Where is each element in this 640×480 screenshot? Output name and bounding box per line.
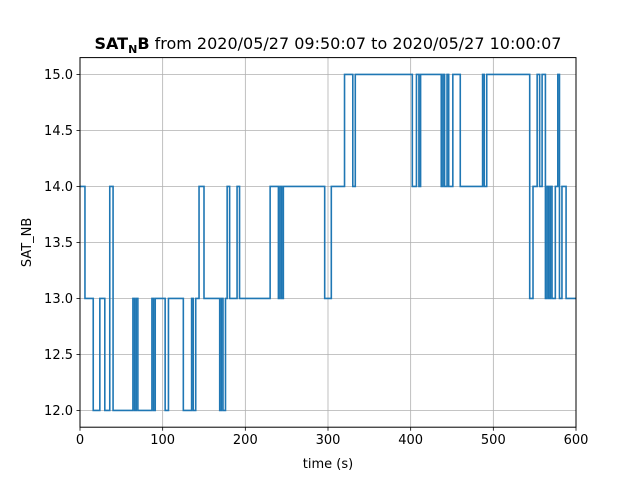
title-main: SAT	[95, 34, 129, 53]
x-tick-label: 600	[564, 433, 589, 448]
title-range: from 2020/05/27 09:50:07 to 2020/05/27 1…	[150, 34, 562, 53]
x-tick-label: 500	[481, 433, 506, 448]
x-tick-label: 300	[316, 433, 341, 448]
chart-title: SATNB from 2020/05/27 09:50:07 to 2020/0…	[95, 34, 562, 56]
y-axis-label: SAT_NB	[20, 218, 35, 267]
x-tick-label: 400	[398, 433, 423, 448]
x-axis-ticks: 0 100 200 300 400 500 600	[76, 427, 589, 448]
x-tick-label: 100	[150, 433, 175, 448]
x-axis-label: time (s)	[303, 457, 353, 472]
title-tail: B	[137, 34, 149, 53]
title-subscript: N	[128, 43, 137, 56]
series-step-line	[80, 73, 576, 412]
series-layer	[80, 73, 576, 412]
y-tick-label: 14.0	[44, 180, 73, 195]
y-tick-label: 12.5	[44, 348, 73, 363]
y-tick-label: 13.0	[44, 292, 73, 307]
y-tick-label: 12.0	[44, 404, 73, 419]
x-tick-label: 200	[233, 433, 258, 448]
x-tick-label: 0	[76, 433, 84, 448]
y-axis-ticks: 12.0 12.5 13.0 13.5 14.0 14.5 15.0	[44, 68, 80, 419]
y-tick-label: 14.5	[44, 124, 73, 139]
y-tick-label: 15.0	[44, 68, 73, 83]
y-tick-label: 13.5	[44, 236, 73, 251]
